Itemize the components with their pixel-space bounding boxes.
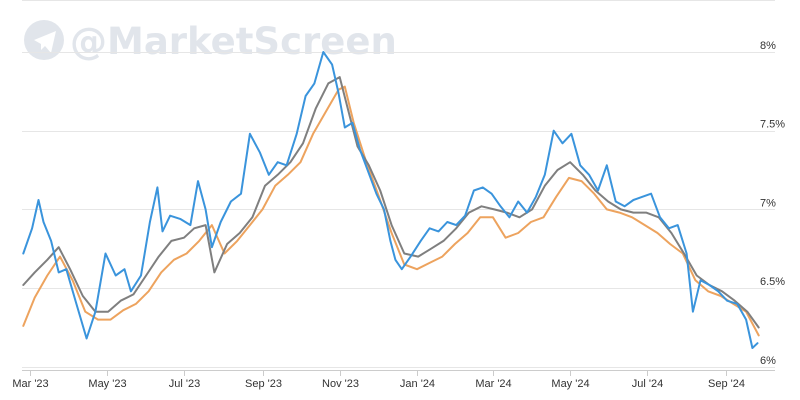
x-tick-label: Jul '23	[169, 378, 200, 390]
y-tick-label: 7.5%	[760, 119, 785, 131]
series-group	[22, 51, 760, 349]
x-tick-label: Sep '24	[708, 378, 745, 390]
y-tick-label: 6.5%	[760, 276, 785, 288]
grid	[22, 0, 775, 368]
series-line-blue	[22, 51, 759, 349]
watermark: @MarketScreen	[24, 20, 397, 63]
x-tick-label: Sep '23	[245, 378, 282, 390]
x-tick-label: May '23	[88, 378, 126, 390]
x-tick-label: Jan '24	[400, 378, 435, 390]
y-axis: 8% 7.5% 7% 6.5% 6%	[760, 40, 785, 367]
telegram-paper-plane-icon	[24, 20, 64, 60]
x-tick-label: Mar '24	[475, 378, 511, 390]
series-line-gray	[22, 76, 760, 329]
x-tick-label: Mar '23	[12, 378, 48, 390]
y-tick-label: 7%	[760, 197, 776, 209]
watermark-handle: @MarketScreen	[70, 20, 397, 63]
x-tick-label: Nov '23	[322, 378, 359, 390]
x-axis: Mar '23 May '23 Jul '23 Sep '23 Nov '23 Jan '…	[12, 370, 775, 390]
x-tick-label: May '24	[551, 378, 589, 390]
y-tick-label: 8%	[760, 40, 776, 52]
y-tick-label: 6%	[760, 355, 776, 367]
series-line-orange	[22, 85, 760, 337]
x-tick-label: Jul '24	[632, 378, 663, 390]
